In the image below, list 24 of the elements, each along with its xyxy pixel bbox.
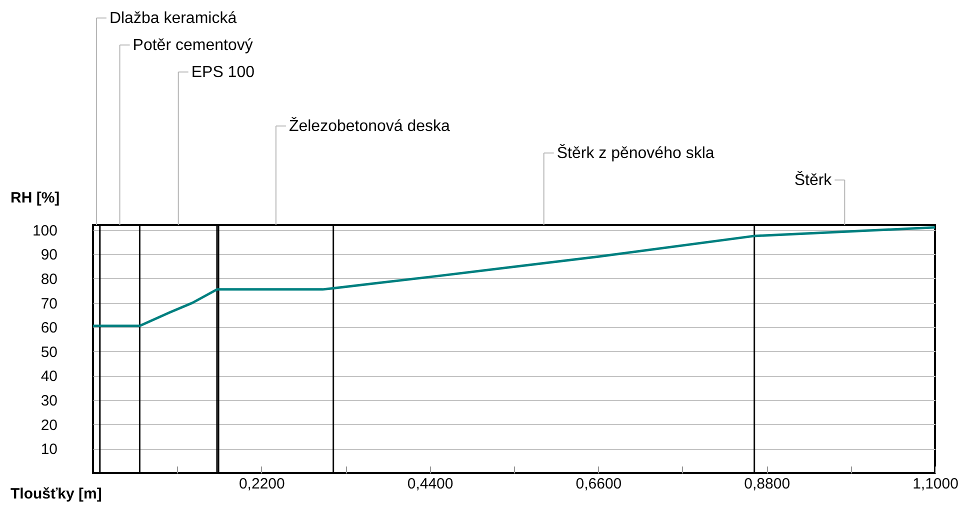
x-tick-label: 1,1000 [912, 476, 958, 492]
x-tick-label: 0,8800 [744, 476, 790, 492]
text: Štěrk z pěnového skla [556, 144, 714, 162]
y-tick-label: 100 [32, 222, 58, 240]
y-tick-label: 30 [40, 392, 58, 410]
x-tick-label: 0,2200 [238, 476, 285, 492]
y-tick-label: 80 [40, 270, 58, 288]
y-tick-label: 90 [40, 246, 58, 264]
text: Železobetonová deska [288, 117, 450, 135]
x-tick-label: 0,4400 [407, 476, 454, 492]
y-axis-title: RH [%] [10, 190, 60, 206]
text: Dlažba keramická [109, 10, 237, 27]
y-tick-label: 50 [40, 344, 58, 361]
y-tick-label: 40 [40, 368, 58, 386]
y-tick-label: 10 [40, 441, 58, 458]
text: Štěrk [794, 171, 833, 189]
y-tick-label: 20 [40, 416, 58, 434]
y-tick-label: 60 [40, 320, 58, 337]
x-tick-label: 0,6600 [576, 476, 622, 492]
text: EPS 100 [191, 64, 255, 81]
line-series [92, 226, 936, 328]
text: Potěr cementový [132, 37, 253, 54]
y-tick-label: 70 [40, 295, 58, 312]
x-axis-title: Tloušťky [m] [10, 486, 102, 502]
